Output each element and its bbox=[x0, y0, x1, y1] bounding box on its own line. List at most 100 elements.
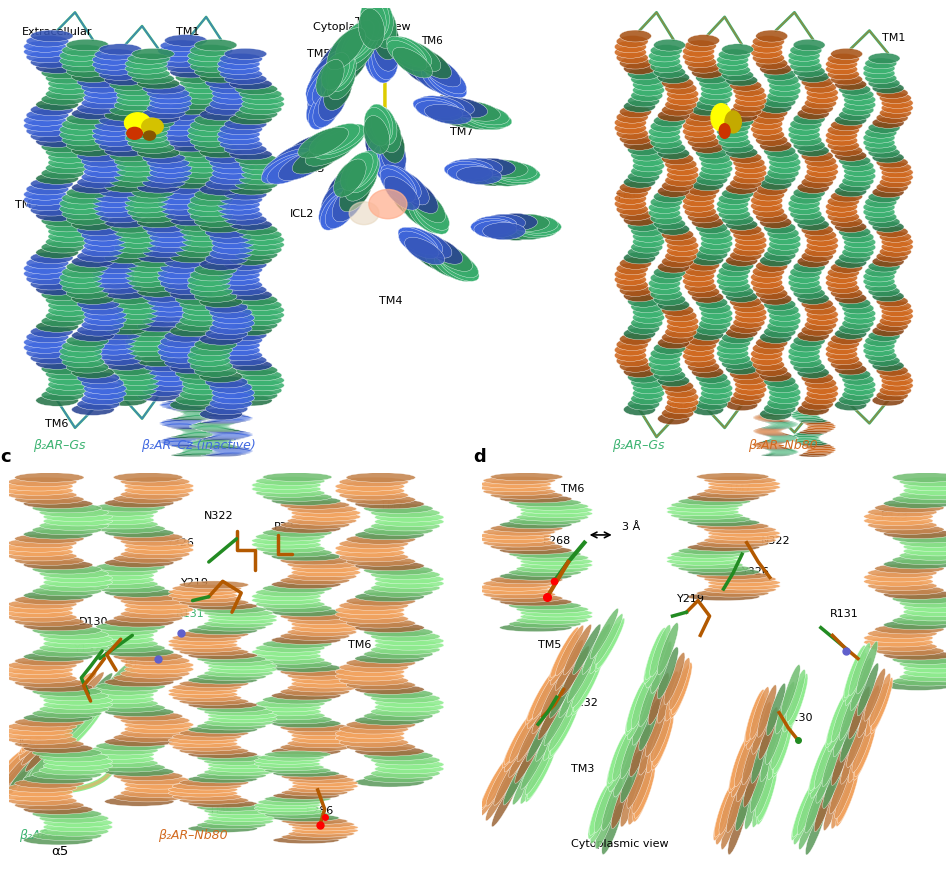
Ellipse shape bbox=[149, 376, 192, 387]
Ellipse shape bbox=[490, 543, 563, 551]
Ellipse shape bbox=[654, 295, 686, 306]
Ellipse shape bbox=[428, 96, 475, 117]
Ellipse shape bbox=[344, 164, 377, 202]
Text: H8: H8 bbox=[504, 223, 519, 232]
Ellipse shape bbox=[752, 189, 784, 202]
Ellipse shape bbox=[239, 175, 282, 186]
Ellipse shape bbox=[364, 40, 391, 81]
Ellipse shape bbox=[99, 141, 142, 153]
Ellipse shape bbox=[788, 278, 820, 289]
Ellipse shape bbox=[461, 111, 507, 131]
Ellipse shape bbox=[168, 638, 237, 645]
Ellipse shape bbox=[695, 148, 727, 160]
Ellipse shape bbox=[359, 21, 385, 61]
Ellipse shape bbox=[40, 752, 109, 762]
Ellipse shape bbox=[788, 346, 820, 358]
Ellipse shape bbox=[335, 482, 405, 492]
Ellipse shape bbox=[695, 297, 727, 309]
Ellipse shape bbox=[360, 1, 386, 42]
Ellipse shape bbox=[413, 98, 460, 118]
Ellipse shape bbox=[367, 105, 393, 144]
Ellipse shape bbox=[194, 339, 236, 351]
Ellipse shape bbox=[42, 289, 84, 301]
Ellipse shape bbox=[263, 660, 332, 668]
Ellipse shape bbox=[371, 707, 440, 717]
Ellipse shape bbox=[99, 70, 142, 82]
Ellipse shape bbox=[342, 25, 380, 67]
Ellipse shape bbox=[868, 332, 900, 342]
Ellipse shape bbox=[335, 667, 405, 677]
Ellipse shape bbox=[868, 193, 900, 203]
Ellipse shape bbox=[671, 512, 744, 520]
Ellipse shape bbox=[378, 125, 405, 164]
Ellipse shape bbox=[175, 173, 218, 184]
Ellipse shape bbox=[447, 165, 493, 182]
Ellipse shape bbox=[425, 105, 471, 125]
Ellipse shape bbox=[765, 453, 794, 456]
Text: R131: R131 bbox=[125, 659, 154, 668]
Ellipse shape bbox=[471, 219, 514, 236]
Ellipse shape bbox=[688, 335, 720, 346]
Ellipse shape bbox=[187, 281, 230, 292]
Ellipse shape bbox=[718, 339, 750, 349]
Ellipse shape bbox=[752, 702, 771, 754]
Ellipse shape bbox=[194, 189, 236, 202]
Ellipse shape bbox=[252, 592, 321, 601]
Ellipse shape bbox=[210, 419, 251, 422]
Ellipse shape bbox=[205, 104, 248, 116]
Ellipse shape bbox=[474, 222, 517, 239]
Ellipse shape bbox=[793, 214, 825, 226]
Ellipse shape bbox=[367, 105, 393, 144]
Ellipse shape bbox=[903, 664, 946, 674]
Ellipse shape bbox=[867, 642, 937, 652]
Ellipse shape bbox=[219, 350, 262, 361]
Ellipse shape bbox=[124, 720, 194, 730]
Ellipse shape bbox=[36, 137, 79, 148]
Ellipse shape bbox=[903, 603, 946, 613]
Ellipse shape bbox=[230, 325, 272, 336]
Ellipse shape bbox=[867, 629, 937, 638]
Ellipse shape bbox=[379, 145, 406, 183]
Ellipse shape bbox=[99, 283, 142, 295]
Ellipse shape bbox=[324, 74, 352, 111]
Ellipse shape bbox=[292, 144, 343, 175]
Ellipse shape bbox=[527, 749, 555, 799]
Ellipse shape bbox=[402, 56, 442, 87]
Ellipse shape bbox=[313, 90, 342, 128]
Ellipse shape bbox=[15, 739, 84, 749]
Ellipse shape bbox=[394, 172, 429, 206]
Ellipse shape bbox=[327, 63, 356, 101]
Ellipse shape bbox=[853, 728, 874, 781]
Ellipse shape bbox=[671, 663, 692, 715]
Ellipse shape bbox=[423, 238, 463, 265]
Ellipse shape bbox=[499, 573, 572, 581]
Ellipse shape bbox=[363, 504, 433, 514]
Ellipse shape bbox=[704, 586, 776, 594]
Ellipse shape bbox=[44, 818, 113, 828]
Ellipse shape bbox=[44, 757, 113, 766]
Ellipse shape bbox=[620, 210, 652, 221]
Ellipse shape bbox=[616, 355, 648, 367]
Ellipse shape bbox=[190, 360, 233, 373]
Ellipse shape bbox=[339, 539, 409, 549]
Ellipse shape bbox=[124, 541, 194, 551]
Ellipse shape bbox=[289, 831, 355, 838]
Ellipse shape bbox=[44, 635, 113, 645]
Ellipse shape bbox=[327, 29, 365, 71]
Ellipse shape bbox=[550, 667, 578, 718]
Ellipse shape bbox=[30, 31, 73, 43]
Ellipse shape bbox=[42, 390, 84, 402]
Ellipse shape bbox=[209, 174, 252, 185]
Ellipse shape bbox=[726, 183, 758, 195]
Ellipse shape bbox=[8, 674, 77, 683]
Ellipse shape bbox=[99, 116, 142, 127]
Ellipse shape bbox=[96, 584, 166, 593]
Ellipse shape bbox=[218, 200, 260, 210]
Ellipse shape bbox=[520, 613, 592, 621]
Ellipse shape bbox=[239, 104, 282, 116]
Ellipse shape bbox=[375, 513, 444, 523]
Ellipse shape bbox=[751, 124, 782, 136]
Ellipse shape bbox=[872, 360, 904, 372]
Ellipse shape bbox=[815, 736, 836, 788]
Ellipse shape bbox=[100, 671, 136, 711]
